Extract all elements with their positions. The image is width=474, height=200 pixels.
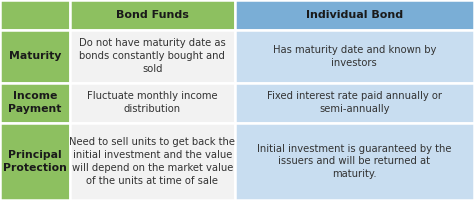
Text: Maturity: Maturity: [9, 51, 61, 61]
Text: Fixed interest rate paid annually or
semi-annually: Fixed interest rate paid annually or sem…: [267, 91, 442, 114]
Text: Fluctuate monthly income
distribution: Fluctuate monthly income distribution: [87, 91, 218, 114]
Bar: [70, 83, 235, 123]
Text: Individual Bond: Individual Bond: [306, 10, 403, 20]
Text: Principal
Protection: Principal Protection: [3, 150, 67, 173]
Bar: [70, 0, 235, 30]
Bar: [235, 0, 474, 30]
Text: Has maturity date and known by
investors: Has maturity date and known by investors: [273, 45, 436, 68]
Bar: [235, 30, 474, 83]
Text: Initial investment is guaranteed by the
issuers and will be returned at
maturity: Initial investment is guaranteed by the …: [257, 144, 452, 179]
Text: Income
Payment: Income Payment: [9, 91, 62, 114]
Bar: [70, 30, 235, 83]
Bar: [235, 123, 474, 200]
Bar: [235, 83, 474, 123]
Text: Need to sell units to get back the
initial investment and the value
will depend : Need to sell units to get back the initi…: [69, 137, 236, 186]
Bar: [0, 83, 70, 123]
Bar: [70, 123, 235, 200]
Bar: [0, 30, 70, 83]
Bar: [0, 0, 70, 30]
Text: Do not have maturity date as
bonds constantly bought and
sold: Do not have maturity date as bonds const…: [79, 38, 226, 74]
Bar: [0, 123, 70, 200]
Text: Bond Funds: Bond Funds: [116, 10, 189, 20]
